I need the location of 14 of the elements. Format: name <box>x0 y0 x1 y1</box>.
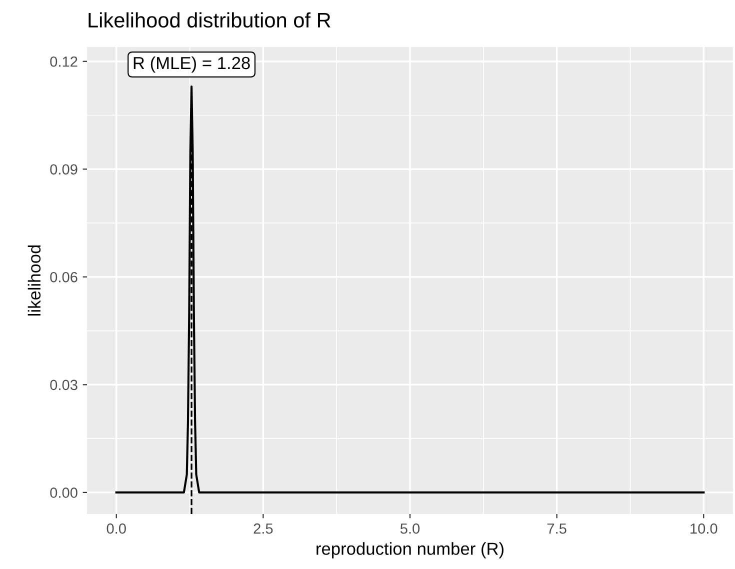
chart-title: Likelihood distribution of R <box>88 12 330 28</box>
x-axis-title: reproduction number (R) <box>316 542 504 558</box>
y-tick-label: 0.09 <box>50 164 78 175</box>
y-tick-label: 0.06 <box>50 272 78 282</box>
x-tick-label: 0.0 <box>106 523 126 534</box>
x-tick-label: 2.5 <box>254 523 273 534</box>
x-tick-label: 7.5 <box>547 524 566 534</box>
x-tick-label: 5.0 <box>400 523 420 534</box>
y-tick-label: 0.03 <box>50 380 78 390</box>
y-tick-label: 0.12 <box>50 56 78 67</box>
x-tick-label: 10.0 <box>690 523 718 534</box>
annotation: R (MLE) = 1.28 <box>134 56 250 73</box>
y-tick-label: 0.00 <box>50 488 78 498</box>
y-axis-title: likelihood <box>28 245 41 316</box>
